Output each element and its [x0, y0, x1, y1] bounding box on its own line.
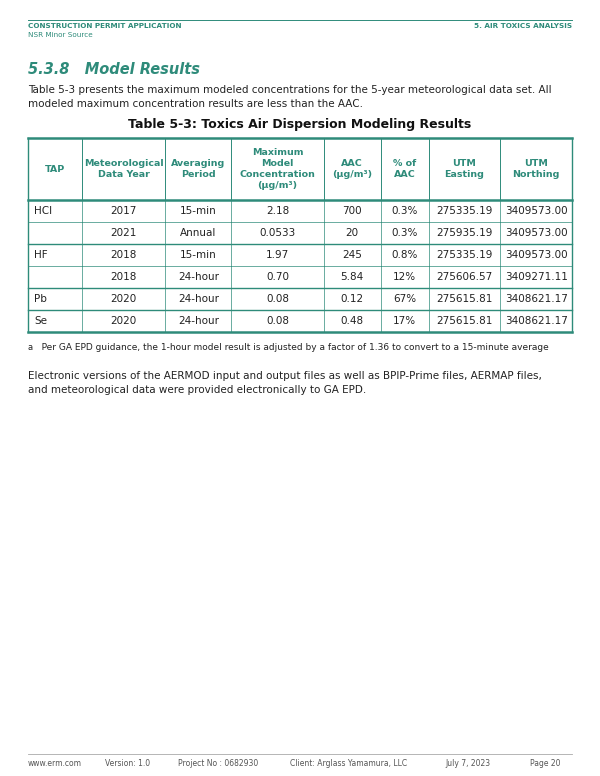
Text: Annual: Annual [180, 228, 217, 238]
Text: 3409573.00: 3409573.00 [505, 250, 568, 260]
Text: 67%: 67% [393, 294, 416, 304]
Text: 0.12: 0.12 [341, 294, 364, 304]
Text: 0.0533: 0.0533 [259, 228, 296, 238]
Text: % of
AAC: % of AAC [393, 159, 416, 179]
Text: 275335.19: 275335.19 [436, 250, 493, 260]
Text: 2021: 2021 [110, 228, 137, 238]
Text: a: a [28, 343, 33, 352]
Text: Version: 1.0: Version: 1.0 [105, 759, 150, 768]
Text: 275606.57: 275606.57 [436, 272, 493, 282]
Text: Per GA EPD guidance, the 1-hour model result is adjusted by a factor of 1.36 to : Per GA EPD guidance, the 1-hour model re… [33, 343, 549, 352]
Text: 3408621.17: 3408621.17 [505, 294, 568, 304]
Text: Table 5-3 presents the maximum modeled concentrations for the 5-year meteorologi: Table 5-3 presents the maximum modeled c… [28, 85, 551, 109]
Text: Meteorological
Data Year: Meteorological Data Year [84, 159, 163, 179]
Text: 17%: 17% [393, 316, 416, 326]
Text: www.erm.com: www.erm.com [28, 759, 82, 768]
Text: 15-min: 15-min [180, 206, 217, 216]
Text: Project No : 0682930: Project No : 0682930 [178, 759, 258, 768]
Text: 0.08: 0.08 [266, 294, 289, 304]
Text: 2.18: 2.18 [266, 206, 289, 216]
Text: HF: HF [34, 250, 47, 260]
Text: 275615.81: 275615.81 [436, 294, 493, 304]
Text: 20: 20 [346, 228, 359, 238]
Text: 0.3%: 0.3% [391, 228, 418, 238]
Text: 0.8%: 0.8% [391, 250, 418, 260]
Text: 15-min: 15-min [180, 250, 217, 260]
Text: 0.48: 0.48 [341, 316, 364, 326]
Text: 24-hour: 24-hour [178, 294, 219, 304]
Text: 0.3%: 0.3% [391, 206, 418, 216]
Text: 3409573.00: 3409573.00 [505, 228, 568, 238]
Text: Electronic versions of the AERMOD input and output files as well as BPIP-Prime f: Electronic versions of the AERMOD input … [28, 371, 542, 396]
Text: 3409271.11: 3409271.11 [505, 272, 568, 282]
Text: 275935.19: 275935.19 [436, 228, 493, 238]
Text: 2020: 2020 [110, 294, 137, 304]
Text: Page 20: Page 20 [530, 759, 560, 768]
Text: 24-hour: 24-hour [178, 316, 219, 326]
Text: 275335.19: 275335.19 [436, 206, 493, 216]
Text: 2018: 2018 [110, 250, 137, 260]
Text: Maximum
Model
Concentration
(μg/m³): Maximum Model Concentration (μg/m³) [239, 148, 316, 189]
Text: 2020: 2020 [110, 316, 137, 326]
Text: July 7, 2023: July 7, 2023 [445, 759, 490, 768]
Text: UTM
Northing: UTM Northing [512, 159, 560, 179]
Text: Averaging
Period: Averaging Period [171, 159, 226, 179]
Text: 3408621.17: 3408621.17 [505, 316, 568, 326]
Text: NSR Minor Source: NSR Minor Source [28, 32, 93, 38]
Text: 5.3.8   Model Results: 5.3.8 Model Results [28, 62, 200, 77]
Text: Table 5-3: Toxics Air Dispersion Modeling Results: Table 5-3: Toxics Air Dispersion Modelin… [128, 118, 472, 131]
Text: 5. AIR TOXICS ANALYSIS: 5. AIR TOXICS ANALYSIS [474, 23, 572, 29]
Text: 275615.81: 275615.81 [436, 316, 493, 326]
Text: Pb: Pb [34, 294, 47, 304]
Text: Se: Se [34, 316, 47, 326]
Text: 1.97: 1.97 [266, 250, 289, 260]
Text: 0.08: 0.08 [266, 316, 289, 326]
Text: Client: Arglass Yamamura, LLC: Client: Arglass Yamamura, LLC [290, 759, 407, 768]
Text: 2017: 2017 [110, 206, 137, 216]
Text: CONSTRUCTION PERMIT APPLICATION: CONSTRUCTION PERMIT APPLICATION [28, 23, 182, 29]
Text: 5.84: 5.84 [341, 272, 364, 282]
Text: 0.70: 0.70 [266, 272, 289, 282]
Text: 2018: 2018 [110, 272, 137, 282]
Text: 700: 700 [343, 206, 362, 216]
Text: 24-hour: 24-hour [178, 272, 219, 282]
Text: UTM
Easting: UTM Easting [445, 159, 484, 179]
Text: 3409573.00: 3409573.00 [505, 206, 568, 216]
Text: 245: 245 [343, 250, 362, 260]
Text: AAC
(μg/m³): AAC (μg/m³) [332, 159, 373, 179]
Text: TAP: TAP [45, 165, 65, 174]
Text: HCl: HCl [34, 206, 52, 216]
Text: 12%: 12% [393, 272, 416, 282]
